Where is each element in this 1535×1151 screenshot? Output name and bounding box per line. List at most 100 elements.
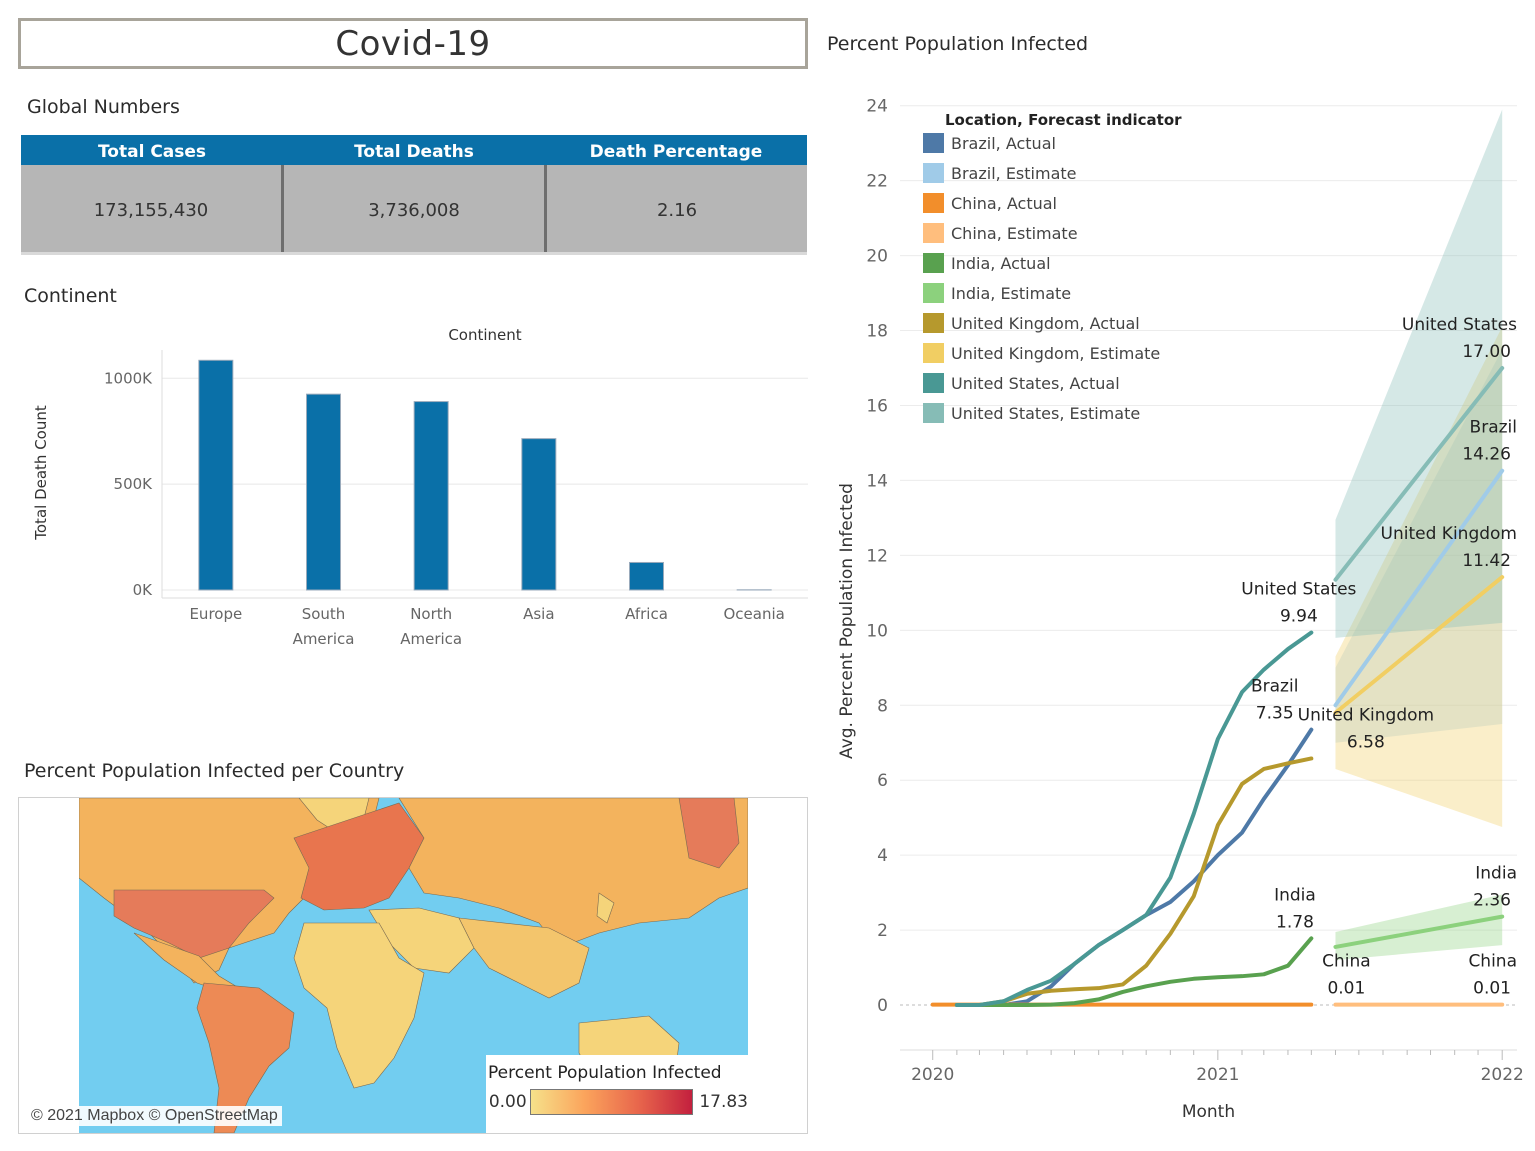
annotation-name: United Kingdom [1381, 524, 1517, 544]
annotation-name: India [1475, 864, 1517, 884]
bar-category-label: America [293, 630, 355, 648]
legend-item-india-estimate: India, Estimate [951, 284, 1071, 303]
line-ylabel: Avg. Percent Population Infected [837, 483, 857, 759]
bar-europe [198, 359, 234, 591]
annotation-name: Brazil [1251, 677, 1298, 697]
world-map[interactable] [79, 798, 748, 1133]
line-india-actual [954, 936, 1314, 1008]
band-united-kingdom-estimate [1335, 326, 1503, 828]
line-ytick-label: 6 [877, 771, 888, 791]
india-asia-shape [458, 917, 590, 999]
line-united-states-actual [954, 630, 1314, 1008]
annotation-value: 7.35 [1256, 704, 1294, 724]
line-ytick-label: 10 [866, 621, 888, 641]
bar-asia [521, 438, 557, 591]
annotation-value: 14.26 [1462, 445, 1511, 465]
line-ytick-label: 0 [877, 996, 888, 1016]
legend-swatch-united-states-actual [923, 373, 944, 393]
annotation-name: United Kingdom [1298, 705, 1434, 725]
line-xlabel: Month [1182, 1102, 1235, 1122]
line-ytick-label: 18 [866, 322, 888, 342]
continent-section-title: Continent [24, 285, 117, 307]
global-numbers-table: Total Cases Total Deaths Death Percentag… [21, 135, 807, 258]
annotation-name: Brazil [1470, 418, 1517, 438]
bar-africa [629, 561, 664, 591]
kpi-value-total-cases: 173,155,430 [93, 200, 209, 221]
legend-swatch-china-estimate [923, 223, 944, 243]
bar-ytick-label: 0K [133, 581, 154, 599]
kpi-value-total-deaths: 3,736,008 [281, 165, 544, 252]
legend-swatch-india-actual [923, 253, 944, 273]
bar-ytick-label: 1000K [104, 369, 153, 387]
band-india-estimate [1335, 894, 1503, 961]
line-india-estimate [1333, 914, 1505, 949]
line-ytick-label: 14 [866, 471, 888, 491]
bar-category-label: Europe [189, 605, 242, 623]
legend-item-china-estimate: China, Estimate [951, 224, 1078, 243]
line-ytick-label: 16 [866, 396, 888, 416]
bar-ytick-label: 500K [114, 475, 154, 493]
bar-category-label: South [302, 605, 346, 623]
annotation-name: India [1274, 885, 1316, 905]
legend-title: Location, Forecast indicator [945, 111, 1182, 129]
annotation-value: 2.36 [1473, 891, 1511, 911]
line-ytick-label: 4 [877, 846, 888, 866]
legend-item-brazil-actual: Brazil, Actual [951, 134, 1056, 153]
annotation-value: 6.58 [1347, 732, 1385, 752]
annotation-value: 17.00 [1462, 342, 1511, 362]
annotation-name: United States [1241, 580, 1356, 600]
legend-item-china-actual: China, Actual [951, 194, 1057, 213]
legend-swatch-china-actual [923, 193, 944, 213]
annotation-name: China [1468, 952, 1517, 972]
kpi-value-death-percentage: 2.16 [544, 165, 807, 252]
kpi-header-row: Total Cases Total Deaths Death Percentag… [21, 135, 807, 165]
map-legend-max: 17.83 [699, 1092, 748, 1112]
bar-chart-ylabel: Total Death Count [32, 405, 50, 541]
line-ytick-label: 8 [877, 696, 888, 716]
line-ytick-label: 2 [877, 921, 888, 941]
line-united-kingdom-actual [954, 756, 1314, 1008]
bar-category-label: Africa [625, 605, 668, 623]
continent-bar-chart[interactable]: Continent Total Death Count 0K 500K 1000K Eur… [20, 320, 815, 660]
line-ytick-label: 22 [866, 172, 888, 192]
legend-swatch-united-kingdom-actual [923, 313, 944, 333]
legend-swatch-brazil-actual [923, 133, 944, 153]
middle-east-shape [368, 907, 475, 974]
alaska-shape [678, 798, 740, 869]
kpi-header-total-deaths: Total Deaths [354, 142, 474, 162]
legend-item-india-actual: India, Actual [951, 254, 1051, 273]
bar-category-label: Oceania [723, 605, 784, 623]
kpi-header-total-cases: Total Cases [97, 142, 207, 162]
map-legend-title: Percent Population Infected [488, 1063, 722, 1083]
bar-category-label: Asia [523, 605, 554, 623]
bar-south-america [306, 393, 341, 591]
map-color-legend: Percent Population Infected 0.00 17.83 [486, 1055, 748, 1133]
line-xtick-label: 2022 [1481, 1065, 1524, 1085]
europe-shape [293, 802, 425, 911]
annotation-name: China [1322, 952, 1371, 972]
annotation-value: 11.42 [1462, 551, 1511, 571]
legend-item-united-states-estimate: United States, Estimate [951, 404, 1140, 423]
world-map-container[interactable]: © 2021 Mapbox © OpenStreetMap Percent Po… [18, 797, 808, 1134]
line-brazil-estimate [1333, 468, 1505, 708]
line-xtick-label: 2021 [1196, 1065, 1239, 1085]
annotation-value: 9.94 [1280, 607, 1318, 627]
legend-swatch-india-estimate [923, 283, 944, 303]
dashboard-title-box: Covid-19 [18, 18, 808, 69]
line-ytick-label: 24 [866, 97, 888, 117]
line-ytick-label: 12 [866, 546, 888, 566]
annotation-value: 0.01 [1327, 979, 1365, 999]
global-numbers-title: Global Numbers [27, 96, 180, 118]
map-attribution[interactable]: © 2021 Mapbox © OpenStreetMap [27, 1106, 282, 1126]
legend-item-brazil-estimate: Brazil, Estimate [951, 164, 1077, 183]
africa-shape [293, 922, 425, 1089]
line-xtick-label: 2020 [911, 1065, 954, 1085]
map-legend-min: 0.00 [488, 1092, 527, 1112]
legend-item-united-kingdom-actual: United Kingdom, Actual [951, 314, 1140, 333]
line-united-kingdom-estimate [1333, 575, 1505, 715]
map-section-title: Percent Population Infected per Country [24, 760, 405, 782]
kpi-value-row: 173,155,430 3,736,008 2.16 [21, 165, 807, 255]
line-chart-section-title: Percent Population Infected [827, 33, 1089, 55]
bar-category-label: North [410, 605, 452, 623]
